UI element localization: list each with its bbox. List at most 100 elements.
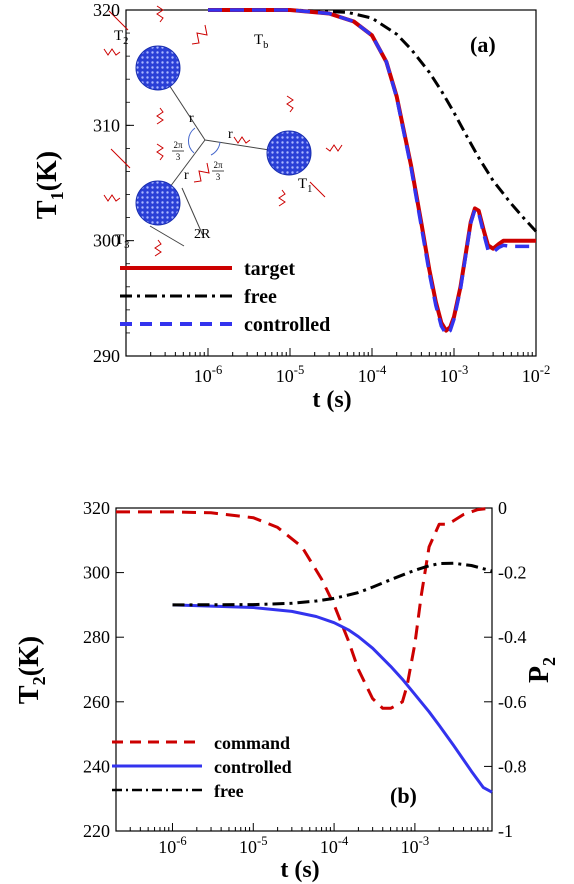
chart-a-y-label: T1(K): [32, 151, 67, 219]
radiation-line: [154, 239, 162, 257]
particle-t2: [135, 45, 181, 91]
chart-b-left-y-label-main: T: [14, 685, 45, 704]
chart-b-right-tick-label: 0: [498, 498, 507, 518]
nanoparticle-schematic: T2 Tb T1 T3 r r r 2R 2π 3 2π 3: [103, 5, 343, 257]
radiation-line: [325, 144, 343, 152]
schematic-angle-arc: [187, 127, 196, 154]
chart-b-right-tick-label: -1: [498, 821, 513, 841]
chart-a-y-tick-label: 300: [93, 231, 120, 251]
chart-a-y-tick-labels: 290 300 310 320: [93, 0, 120, 366]
schematic-label-r: r: [228, 127, 233, 142]
chart-b-right-y-label: P2: [524, 657, 559, 683]
chart-a-y-label-unit: (K): [32, 151, 63, 191]
chart-b-left-tick-label: 300: [83, 563, 110, 583]
chart-b-right-y-label-main: P: [524, 666, 555, 683]
radiation-line: [156, 5, 164, 23]
chart-b-left-tick-label: 260: [83, 692, 110, 712]
chart-a: T2 Tb T1 T3 r r r 2R 2π 3 2π 3 10-6 10-5 10-4 10-3 10-2…: [32, 0, 550, 413]
schematic-label-2r: 2R: [194, 227, 211, 242]
legend-b-command-label: command: [214, 733, 290, 753]
schematic-angle-left-num: 2π: [173, 140, 183, 150]
chart-b-left-y-label: T2(K): [14, 636, 49, 704]
chart-a-legend: target free controlled: [120, 258, 330, 336]
schematic-2r-bracket: [149, 187, 205, 247]
chart-a-y-label-sub: 1: [47, 191, 67, 200]
radiation-line: [110, 148, 131, 169]
particle-t1: [266, 130, 312, 176]
chart-b-left-y-label-unit: (K): [14, 636, 45, 676]
radiation-line: [233, 136, 251, 144]
legend-b-free-label: free: [214, 781, 244, 801]
chart-a-series: [208, 8, 538, 336]
chart-a-frame: [125, 9, 537, 357]
schematic-label-t1: T1: [298, 176, 312, 195]
chart-b-x-tick-label: 10-5: [239, 834, 268, 857]
radiation-line: [156, 143, 164, 161]
radiation-line: [103, 194, 121, 202]
schematic-angle-right-den: 3: [216, 172, 221, 182]
schematic-label-t3: T3: [115, 232, 129, 251]
radiation-line: [103, 48, 121, 56]
chart-a-panel-label: (a): [470, 32, 496, 57]
schematic-angle-left-den: 3: [176, 152, 181, 162]
schematic-label-r: r: [189, 111, 194, 126]
chart-b-right-tick-label: -0.2: [498, 563, 527, 583]
radiation-line: [108, 10, 129, 31]
chart-a-x-tick-labels: 10-6 10-5 10-4 10-3 10-2: [194, 363, 551, 386]
legend-a-target-label: target: [244, 258, 295, 280]
chart-a-ticks: [125, 9, 533, 357]
radiation-line: [156, 107, 164, 125]
chart-b-right-tick-label: -0.6: [498, 692, 527, 712]
schematic-label-r: r: [184, 168, 189, 183]
chart-b-x-tick-label: 10-4: [320, 834, 349, 857]
chart-b-left-y-label-sub: 2: [29, 676, 49, 685]
chart-b-series: [116, 506, 493, 794]
chart-b-left-tick-labels: 220 240 260 280 300 320: [83, 498, 110, 841]
chart-b-x-tick-label: 10-6: [158, 834, 187, 857]
legend-a-free-label: free: [244, 286, 277, 308]
chart-a-x-tick-label: 10-2: [522, 363, 551, 386]
schematic-label-tb: Tb: [254, 32, 268, 51]
chart-b-series-controlled: [172, 603, 493, 794]
chart-b-right-tick-label: -0.8: [498, 756, 527, 776]
chart-b-x-tick-label: 10-3: [401, 834, 430, 857]
chart-b-right-y-label-sub: 2: [539, 657, 559, 666]
legend-a-controlled-label: controlled: [244, 314, 330, 336]
chart-b-right-tick-labels: -1 -0.8 -0.6 -0.4 -0.2 0: [498, 498, 527, 841]
chart-b-x-label: t (s): [280, 857, 319, 883]
chart-b-right-tick-label: -0.4: [498, 627, 527, 647]
chart-b-left-tick-label: 240: [83, 756, 110, 776]
chart-b-series-command: [116, 506, 493, 710]
chart-a-x-tick-label: 10-6: [194, 363, 223, 386]
chart-a-y-tick-label: 310: [93, 115, 120, 135]
chart-b-series-free: [172, 561, 493, 607]
chart-b-frame: [115, 507, 493, 832]
chart-a-series-controlled: [208, 8, 536, 336]
svg-text:P2: P2: [524, 657, 559, 683]
chart-a-x-tick-label: 10-4: [358, 363, 387, 386]
chart-b-left-tick-label: 220: [83, 821, 110, 841]
chart-b-left-tick-label: 280: [83, 627, 110, 647]
radiation-line: [193, 162, 210, 183]
chart-a-x-tick-label: 10-5: [276, 363, 305, 386]
radiation-line: [286, 95, 294, 113]
chart-b-ticks: [115, 507, 492, 832]
chart-a-y-tick-label: 320: [93, 0, 120, 20]
svg-text:T1(K): T1(K): [32, 151, 67, 219]
chart-b-legend: command controlled free: [112, 733, 292, 801]
schematic-angle-right-num: 2π: [213, 160, 223, 170]
chart-b-left-tick-label: 320: [83, 498, 110, 518]
schematic-label-t2: T2: [114, 28, 128, 47]
chart-b-x-tick-labels: 10-6 10-5 10-4 10-3: [158, 834, 429, 857]
svg-text:T2(K): T2(K): [14, 636, 49, 704]
chart-a-y-label-main: T: [32, 200, 63, 219]
chart-a-x-tick-label: 10-3: [440, 363, 469, 386]
radiation-line: [309, 181, 326, 198]
chart-b-panel-label: (b): [390, 783, 417, 808]
chart-a-y-tick-label: 290: [93, 346, 120, 366]
radiation-line: [278, 189, 286, 207]
schematic-angle-arc: [210, 141, 221, 156]
chart-a-x-label: t (s): [312, 387, 351, 413]
